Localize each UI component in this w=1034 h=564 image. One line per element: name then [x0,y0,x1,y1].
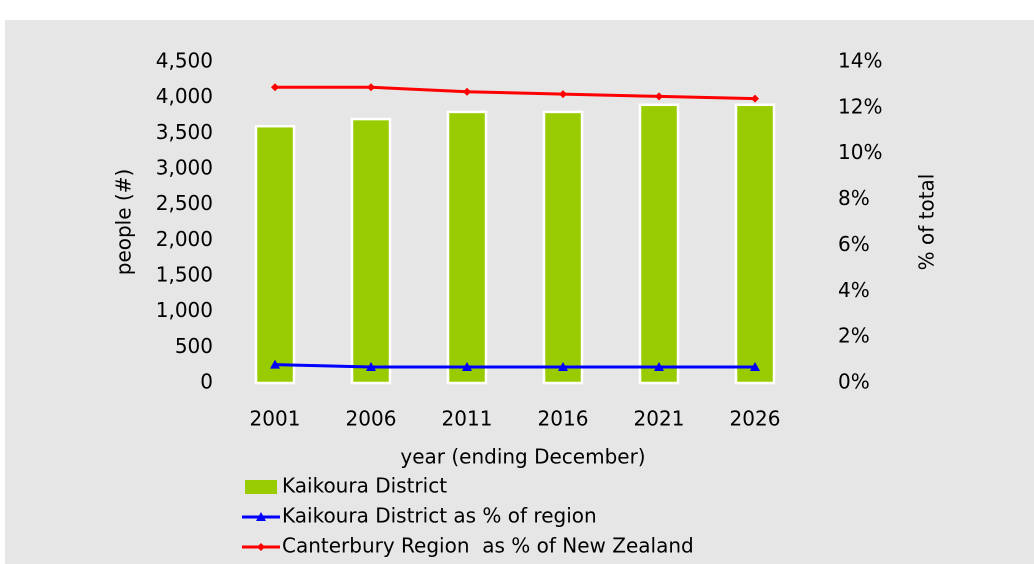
legend-swatch [245,480,277,494]
y-tick-label: 3,000 [156,156,213,180]
y-tick-label: 1,000 [156,298,213,322]
legend-label: Canterbury Region as % of New Zealand [282,534,694,558]
x-tick-label: 2016 [538,407,589,431]
legend-marker [256,512,266,521]
line-marker [751,94,759,103]
bar [446,110,488,385]
y2-tick-label: 4% [838,278,870,302]
bar [350,117,392,385]
line-marker [558,361,568,371]
x-tick-label: 2011 [442,407,493,431]
line-marker [750,361,760,371]
y-tick-label: 4,000 [156,84,213,108]
x-tick-label: 2021 [634,407,685,431]
line-marker [463,87,471,96]
x-tick-label: 2006 [346,407,397,431]
y2-tick-label: 2% [838,324,870,348]
y2-axis-label: % of total [915,174,939,271]
line-marker [271,83,279,92]
y2-tick-label: 14% [838,49,882,73]
y-tick-label: 500 [175,334,213,358]
line-marker [559,90,567,99]
line [275,85,756,101]
bar [542,110,584,385]
bar [638,103,680,385]
line-marker [367,83,375,92]
y-tick-label: 0 [200,370,213,394]
y2-tick-label: 6% [838,232,870,256]
y2-tick-label: 10% [838,140,882,164]
legend-label: Kaikoura District as % of region [282,504,597,528]
y2-tick-label: 8% [838,186,870,210]
y-tick-label: 2,500 [156,191,213,215]
line [274,363,755,369]
line-marker [366,361,376,371]
y-tick-label: 3,500 [156,120,213,144]
y2-tick-label: 0% [838,370,870,394]
y-tick-label: 2,000 [156,227,213,251]
chart-background [5,20,1034,564]
y-axis-label: people (#) [112,169,136,276]
bar [254,124,296,385]
line-marker [654,361,664,371]
legend-marker [257,543,265,551]
x-tick-label: 2026 [730,407,781,431]
y-tick-label: 1,500 [156,263,213,287]
y2-tick-label: 12% [838,94,882,118]
y-tick-label: 4,500 [156,49,213,73]
line-marker [655,92,663,101]
bar [734,103,776,385]
line-marker [462,361,472,371]
legend-label: Kaikoura District [282,474,447,498]
x-tick-label: 2001 [250,407,301,431]
line-marker [270,359,280,369]
x-axis-label: year (ending December) [400,445,645,469]
